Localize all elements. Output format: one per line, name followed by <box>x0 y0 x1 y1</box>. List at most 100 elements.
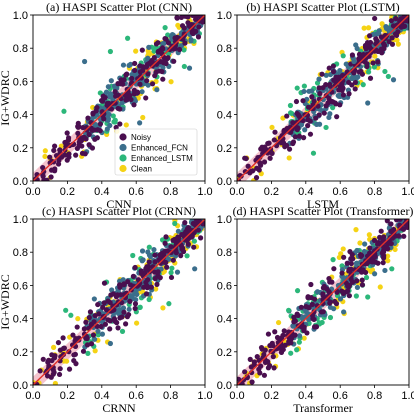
point-clean <box>92 348 98 354</box>
point-noisy <box>86 314 92 321</box>
point-noisy <box>272 129 278 135</box>
point-noisy <box>352 79 359 86</box>
reference-line <box>237 15 409 181</box>
point-clean <box>372 53 378 59</box>
point-noisy <box>47 154 53 160</box>
point-noisy <box>117 315 123 321</box>
point-clean <box>286 155 292 161</box>
point-noisy <box>134 90 141 96</box>
point-noisy <box>379 50 385 56</box>
point-clean <box>42 148 48 154</box>
point-enhanced-fcn <box>139 248 146 254</box>
point-enhanced-lstm <box>366 69 372 75</box>
point-noisy <box>128 96 134 103</box>
point-noisy <box>165 55 171 61</box>
point-noisy <box>305 117 311 123</box>
point-enhanced-fcn <box>337 296 344 302</box>
point-enhanced-fcn <box>316 76 322 82</box>
point-noisy <box>163 36 169 42</box>
point-noisy <box>247 356 253 362</box>
point-noisy <box>332 298 338 305</box>
point-noisy <box>61 345 67 351</box>
x-tick-label: 0.8 <box>367 186 382 198</box>
point-noisy <box>346 293 352 299</box>
point-noisy <box>308 281 314 288</box>
point-noisy <box>372 15 378 22</box>
point-noisy <box>384 219 390 224</box>
point-noisy <box>121 77 127 83</box>
point-noisy <box>174 15 180 21</box>
point-noisy <box>311 309 317 315</box>
scatter-panel-1: 0.0 0.2 0.4 0.6 0.8 1.0 0.0 0.2 0.4 0.6 0.8 1.0 (a) … <box>0 0 213 211</box>
point-noisy <box>363 46 369 52</box>
point-noisy <box>95 301 101 308</box>
point-noisy <box>291 314 297 320</box>
point-noisy <box>345 288 351 294</box>
point-noisy <box>262 144 268 150</box>
point-enhanced-lstm <box>330 105 336 111</box>
point-noisy <box>276 139 282 145</box>
scatter-panel-4: 0.0 0.2 0.4 0.6 0.8 1.00.00.20.40.60.81.0(d) … <box>217 204 414 413</box>
point-noisy <box>188 234 195 240</box>
point-noisy <box>171 46 177 52</box>
point-noisy <box>331 266 337 272</box>
point-noisy <box>340 290 347 297</box>
legend-marker <box>119 164 127 173</box>
point-enhanced-lstm <box>130 252 136 259</box>
y-tick-label: 0.6 <box>13 280 28 292</box>
y-tick-label: 0.0 <box>217 176 232 188</box>
point-noisy <box>286 340 292 346</box>
point-noisy <box>388 228 394 234</box>
point-noisy <box>298 304 304 310</box>
point-noisy <box>381 255 387 261</box>
y-tick-label: 1.0 <box>217 10 232 22</box>
plot-area <box>237 15 409 181</box>
point-enhanced-fcn <box>175 228 181 234</box>
point-noisy <box>55 339 62 346</box>
point-noisy <box>165 248 171 254</box>
point-noisy <box>404 223 409 230</box>
point-noisy <box>344 260 350 266</box>
point-clean <box>168 79 174 85</box>
point-noisy <box>380 260 386 266</box>
point-noisy <box>389 35 395 41</box>
point-noisy <box>300 98 306 104</box>
point-noisy <box>144 78 150 84</box>
x-tick-label: 0.0 <box>25 390 40 402</box>
point-enhanced-lstm <box>340 53 346 59</box>
point-clean <box>275 319 282 326</box>
point-noisy <box>100 93 106 99</box>
x-axis-label: Transformer <box>293 401 353 413</box>
point-noisy <box>320 291 326 297</box>
point-enhanced-fcn <box>120 62 127 68</box>
point-noisy <box>148 59 154 65</box>
point-clean <box>357 240 363 246</box>
point-noisy <box>65 135 72 141</box>
point-enhanced-lstm <box>339 263 345 269</box>
point-noisy <box>184 15 190 19</box>
point-noisy <box>301 135 307 141</box>
point-enhanced-fcn <box>105 84 111 90</box>
point-enhanced-lstm <box>110 113 116 119</box>
point-noisy <box>155 269 161 275</box>
point-noisy <box>401 233 407 239</box>
point-noisy <box>170 257 176 263</box>
point-noisy <box>323 82 329 88</box>
outlier-points <box>294 58 397 106</box>
point-noisy <box>75 124 81 130</box>
point-noisy <box>179 246 185 252</box>
x-tick-label: 0.6 <box>129 186 144 198</box>
point-noisy <box>106 100 112 106</box>
point-enhanced-lstm <box>168 270 174 276</box>
point-noisy <box>56 371 63 378</box>
point-noisy <box>367 75 374 81</box>
point-noisy <box>369 259 376 265</box>
point-noisy <box>79 143 85 149</box>
point-noisy <box>379 250 385 256</box>
point-enhanced-lstm <box>184 253 190 259</box>
y-tick-label: 0.4 <box>13 110 28 122</box>
point-noisy <box>364 260 370 267</box>
point-noisy <box>139 47 145 53</box>
point-noisy <box>241 377 247 383</box>
point-enhanced-lstm <box>287 110 294 116</box>
